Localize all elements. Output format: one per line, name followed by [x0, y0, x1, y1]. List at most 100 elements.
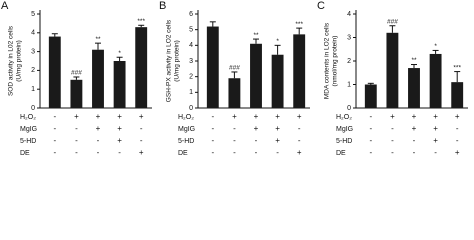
significance-label: *** [137, 18, 145, 25]
condition-name: 5-HD [336, 138, 352, 145]
condition-sign: - [255, 136, 258, 145]
condition-sign: + [433, 136, 438, 145]
condition-sign: + [117, 112, 122, 121]
condition-name: DE [336, 150, 346, 157]
condition-name: H₂O₂ [336, 114, 352, 121]
bar [408, 68, 420, 108]
significance-label: ** [95, 36, 101, 43]
condition-name: MgIG [20, 126, 37, 133]
significance-label: ### [71, 70, 82, 77]
y-tick-label: 0 [31, 105, 35, 112]
significance-label: * [276, 38, 279, 45]
condition-sign: - [413, 136, 416, 145]
condition-sign: + [275, 124, 280, 133]
condition-sign: - [255, 148, 258, 157]
condition-sign: - [391, 124, 394, 133]
condition-sign: - [391, 148, 394, 157]
condition-name: H₂O₂ [20, 114, 36, 121]
y-tick-label: 4 [189, 42, 193, 49]
bar [271, 54, 284, 108]
condition-sign: + [455, 112, 460, 121]
bar [429, 53, 442, 108]
panel-letter: B [159, 0, 166, 12]
condition-name: DE [20, 150, 30, 157]
condition-sign: + [139, 148, 144, 157]
condition-sign: - [369, 112, 372, 121]
significance-label: ** [411, 57, 417, 64]
condition-sign: - [75, 148, 78, 157]
y-tick-label: 2 [347, 58, 351, 65]
condition-name: H₂O₂ [178, 114, 194, 121]
y-tick-label: 6 [189, 11, 193, 18]
condition-sign: - [456, 136, 459, 145]
condition-sign: + [433, 112, 438, 121]
y-tick-label: 1 [347, 81, 351, 88]
condition-sign: - [456, 124, 459, 133]
y-axis-label: (U/mg protein) [16, 40, 23, 82]
condition-sign: - [97, 136, 100, 145]
y-axis-label: MDA contents in LO2 cells [324, 22, 331, 99]
condition-sign: + [96, 124, 101, 133]
y-tick-label: 4 [347, 11, 351, 18]
condition-sign: + [297, 112, 302, 121]
significance-label: ### [229, 65, 240, 72]
bar [386, 32, 399, 108]
condition-sign: - [97, 148, 100, 157]
condition-sign: + [254, 124, 259, 133]
condition-sign: - [298, 136, 301, 145]
condition-name: MgIG [178, 126, 195, 133]
bar [228, 78, 241, 108]
bar [48, 36, 61, 109]
condition-sign: - [53, 124, 56, 133]
condition-sign: - [53, 148, 56, 157]
condition-sign: - [434, 148, 437, 157]
condition-sign: - [391, 136, 394, 145]
significance-label: ### [387, 18, 398, 25]
condition-sign: - [369, 136, 372, 145]
condition-sign: + [232, 112, 237, 121]
y-axis-label: (nmol/mg protein) [332, 36, 339, 87]
condition-name: 5-HD [20, 138, 36, 145]
significance-label: *** [453, 64, 461, 71]
condition-sign: - [75, 136, 78, 145]
condition-sign: - [369, 124, 372, 133]
y-axis-label: SOD activity in L02 cells [8, 25, 15, 96]
condition-sign: - [211, 148, 214, 157]
y-tick-label: 2 [31, 67, 35, 74]
y-axis-label: (U/mg protein) [174, 40, 181, 82]
condition-sign: + [433, 124, 438, 133]
condition-sign: - [140, 136, 143, 145]
condition-sign: - [211, 136, 214, 145]
condition-sign: - [140, 124, 143, 133]
bar [451, 82, 464, 108]
y-tick-label: 1 [31, 86, 35, 93]
condition-sign: + [139, 112, 144, 121]
bar [250, 43, 262, 109]
significance-label: *** [295, 21, 303, 28]
significance-label: * [434, 43, 437, 50]
condition-sign: - [298, 124, 301, 133]
bar [135, 27, 148, 108]
condition-sign: - [233, 136, 236, 145]
condition-sign: + [390, 112, 395, 121]
condition-sign: + [96, 112, 101, 121]
condition-sign: + [412, 112, 417, 121]
condition-sign: - [118, 148, 121, 157]
panel-letter: C [317, 0, 325, 12]
condition-sign: - [276, 148, 279, 157]
condition-sign: + [455, 148, 460, 157]
bar [206, 26, 219, 108]
panel-letter: A [1, 0, 9, 12]
y-tick-label: 1 [189, 89, 193, 96]
condition-sign: + [74, 112, 79, 121]
condition-sign: - [413, 148, 416, 157]
significance-label: ** [253, 32, 259, 39]
condition-name: MgIG [336, 126, 353, 133]
y-tick-label: 5 [31, 11, 35, 18]
y-tick-label: 0 [189, 105, 193, 112]
y-tick-label: 3 [189, 58, 193, 65]
bar [70, 79, 83, 108]
condition-sign: + [117, 124, 122, 133]
condition-sign: - [211, 124, 214, 133]
